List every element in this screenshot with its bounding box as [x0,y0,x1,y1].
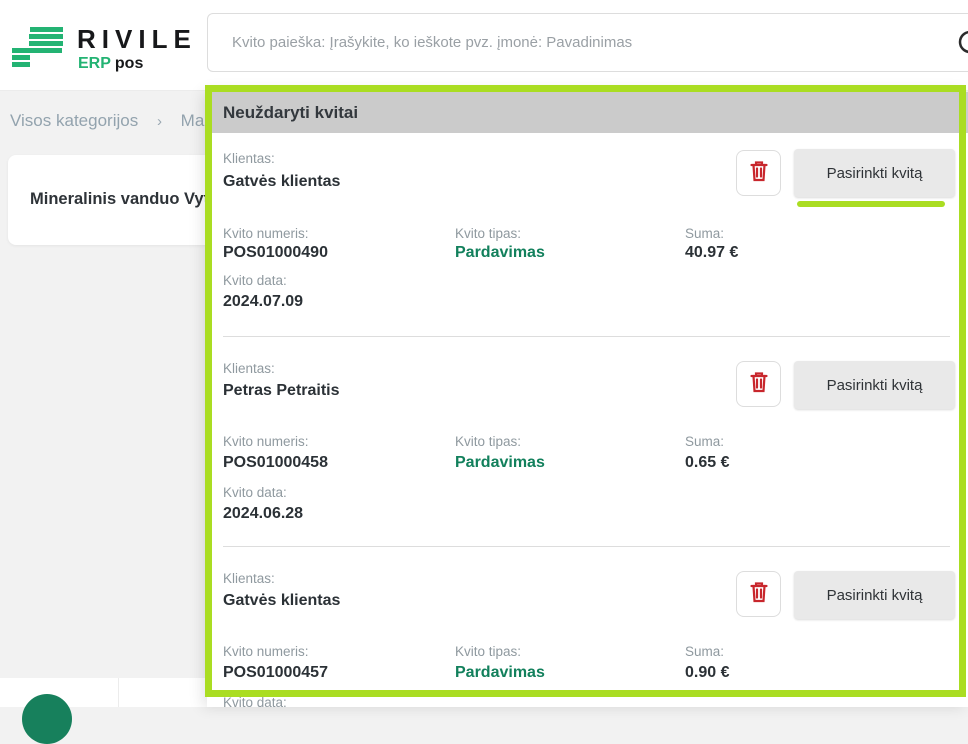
select-receipt-button[interactable]: Pasirinkti kvitą [794,361,955,409]
receipt-search-input[interactable] [208,14,968,71]
receipt-card: Klientas: Petras Petraitis Pasirinkti kv… [223,337,955,547]
receipt-number-value: POS01000490 [223,244,328,261]
search-icon[interactable] [955,27,968,61]
receipt-sum-value: 0.90 € [685,664,730,681]
delete-receipt-button[interactable] [736,150,781,196]
receipt-sum-label: Suma: [685,226,725,241]
select-receipt-button[interactable]: Pasirinkti kvitą [794,571,955,619]
brand-erp-label: ERP [78,55,111,72]
select-receipt-button[interactable]: Pasirinkti kvitą [794,149,955,197]
receipt-type-label: Kvito tipas: [455,644,522,659]
delete-receipt-button[interactable] [736,361,781,407]
receipt-date-label: Kvito data: [223,485,287,500]
receipt-number-value: POS01000457 [223,664,328,681]
receipt-list: Klientas: Gatvės klientas Pasirinkti kvi… [207,133,968,707]
brand-pos-label: pos [114,55,144,72]
receipt-number-label: Kvito numeris: [223,226,309,241]
selection-underline [797,201,945,207]
receipt-card: Klientas: Gatvės klientas Pasirinkti kvi… [223,547,955,707]
receipt-sum-label: Suma: [685,434,725,449]
receipt-type-label: Kvito tipas: [455,226,522,241]
receipt-sum-value: 40.97 € [685,244,739,261]
panel-title: Neuždaryti kvitai [207,92,968,133]
client-label: Klientas: [223,571,275,586]
delete-receipt-button[interactable] [736,571,781,617]
trash-icon [749,581,769,608]
receipt-date-label: Kvito data: [223,273,287,288]
rivile-logo-icon [12,27,63,69]
trash-icon [749,160,769,187]
receipt-type-label: Kvito tipas: [455,434,522,449]
trash-icon [749,371,769,398]
product-card[interactable]: Mineralinis vanduo Vyt [8,155,222,245]
receipt-type-value: Pardavimas [455,244,545,261]
top-header: RIVILE ERP pos [0,0,968,91]
receipt-number-label: Kvito numeris: [223,644,309,659]
receipt-card: Klientas: Gatvės klientas Pasirinkti kvi… [223,133,955,337]
client-value: Gatvės klientas [223,173,341,190]
fab-button[interactable] [22,694,72,744]
receipt-number-value: POS01000458 [223,454,328,471]
receipt-type-value: Pardavimas [455,664,545,681]
client-label: Klientas: [223,361,275,376]
receipt-date-label: Kvito data: [223,695,287,707]
breadcrumb-separator: › [156,113,162,130]
client-label: Klientas: [223,151,275,166]
receipt-date-value: 2024.07.09 [223,293,304,310]
receipt-type-value: Pardavimas [455,454,545,471]
brand-subtitle: ERP pos [78,55,143,73]
receipt-sum-label: Suma: [685,644,725,659]
footer-divider [118,678,119,707]
receipt-number-label: Kvito numeris: [223,434,309,449]
rivile-logo[interactable]: RIVILE ERP pos [12,24,202,74]
receipt-date-value: 2024.06.28 [223,505,304,522]
breadcrumb-current-category[interactable]: Ma [180,111,205,130]
receipt-sum-value: 0.65 € [685,454,730,471]
breadcrumb-all-categories[interactable]: Visos kategorijos [10,111,139,130]
brand-name: RIVILE [77,24,197,54]
product-name: Mineralinis vanduo Vyt [30,190,210,208]
open-receipts-panel: Neuždaryti kvitai Klientas: Gatvės klien… [207,92,968,707]
client-value: Gatvės klientas [223,592,341,609]
receipt-search-bar [207,13,968,72]
client-value: Petras Petraitis [223,382,340,399]
breadcrumb: Visos kategorijos › Ma [10,111,204,131]
